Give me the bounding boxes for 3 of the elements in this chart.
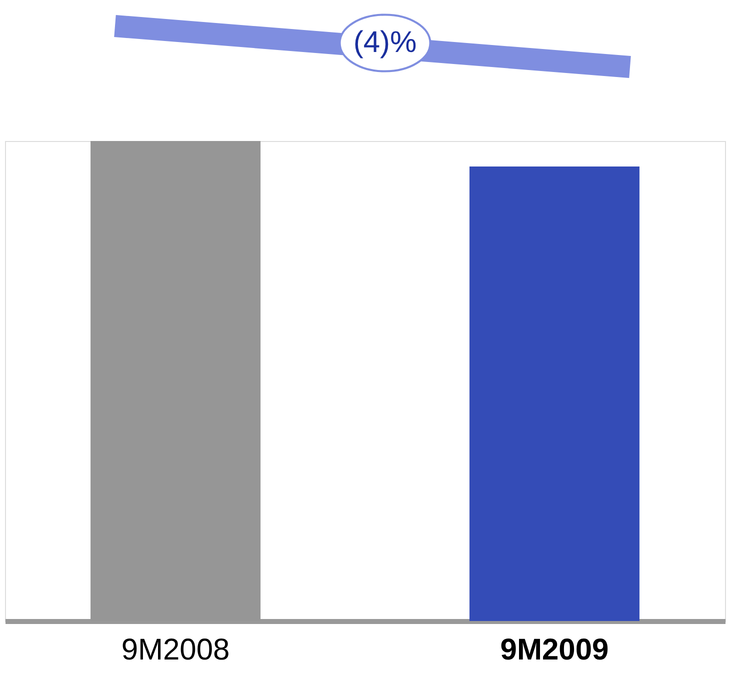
text: (4)% bbox=[353, 26, 417, 59]
x-tick-label: 9M2008 bbox=[121, 634, 230, 666]
x-tick-label: 9M2009 bbox=[500, 634, 609, 666]
